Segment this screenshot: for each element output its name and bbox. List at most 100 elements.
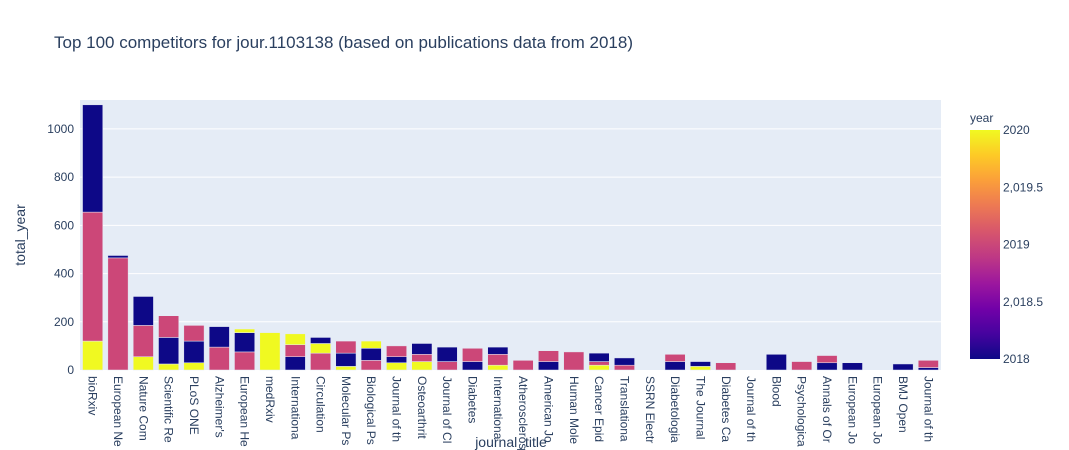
- bar-segment: [487, 346, 509, 355]
- x-tick-label: Journal of Cl: [440, 376, 454, 443]
- bar-segment: [107, 255, 129, 259]
- gridlines: [80, 128, 941, 323]
- bar-segment: [208, 346, 230, 371]
- colorbar-tick-label: 2,019.5: [1003, 180, 1043, 194]
- x-tick-label: European Jo: [871, 376, 885, 444]
- x-tick-label: medRxiv: [263, 376, 277, 423]
- colorbar-gradient: [970, 130, 1000, 359]
- bar-segment: [664, 354, 686, 362]
- bar-segment: [208, 326, 230, 348]
- bar-segment: [892, 363, 914, 371]
- x-tick-label: SSRN Electr: [643, 376, 657, 443]
- bar-segment: [82, 104, 104, 213]
- bar-segment: [436, 346, 458, 362]
- x-tick-label: Annals of Or: [820, 376, 834, 443]
- x-tick-label: Diabetes Ca: [719, 376, 733, 442]
- x-tick-label: Atheroscleros: [516, 376, 530, 449]
- x-tick-label: American Jo: [541, 376, 555, 443]
- x-tick-label: bioRxiv: [86, 376, 100, 415]
- bar-segment: [360, 360, 382, 371]
- x-tick-label: Molecular Ps: [339, 376, 353, 445]
- bar-segment: [284, 333, 306, 345]
- bar-segment: [82, 340, 104, 371]
- bar-segment: [614, 364, 635, 371]
- x-tick-label: PLoS ONE: [187, 376, 201, 435]
- bar-segment: [158, 363, 180, 371]
- bar-segment: [310, 337, 331, 344]
- colorbar-title: year: [970, 111, 993, 125]
- x-tick-label: Cancer Epid: [592, 376, 606, 442]
- y-tick-label: 400: [54, 267, 74, 281]
- y-tick-label: 200: [54, 315, 74, 329]
- bar-segment: [462, 361, 483, 371]
- x-tick-label: Translationa: [617, 376, 631, 442]
- bar-segment: [917, 367, 939, 371]
- x-tick-label: Internationa: [491, 376, 505, 440]
- x-tick-label: Biological Ps: [364, 376, 378, 445]
- bar-segment: [411, 361, 433, 371]
- bar-segment: [158, 315, 180, 338]
- bar-segment: [588, 361, 610, 366]
- x-tick-label: Alzheimer's: [212, 376, 226, 438]
- bar-segment: [917, 360, 939, 368]
- x-tick-label: Circulation: [314, 376, 328, 433]
- y-tick-label: 800: [54, 170, 74, 184]
- bar-segment: [360, 348, 382, 361]
- bar-segment: [107, 257, 129, 371]
- bar-segment: [588, 352, 610, 362]
- x-tick-label: Diabetologia: [668, 376, 682, 443]
- bar-segment: [386, 356, 407, 364]
- x-axis-ticks: bioRxiv European Ne Nature Com Scientific R…: [86, 376, 936, 449]
- x-tick-label: Diabetes: [466, 376, 480, 423]
- bar-segment: [512, 360, 534, 371]
- bar-segment: [183, 362, 205, 371]
- bar-segment: [563, 351, 585, 371]
- bar-segment: [335, 366, 357, 371]
- y-axis-title: total_year: [12, 204, 28, 266]
- bar-segment: [360, 340, 382, 349]
- bar-segment: [690, 361, 711, 367]
- bar-segment: [132, 356, 154, 371]
- colorbar-tick-label: 2,018.5: [1003, 295, 1043, 309]
- bar-segment: [538, 361, 559, 371]
- colorbar-tick-label: 2020: [1003, 123, 1030, 137]
- bar-segment: [284, 356, 306, 371]
- bar-segment: [538, 350, 559, 362]
- bar-segment: [766, 354, 787, 371]
- bar-segment: [816, 355, 838, 364]
- y-tick-label: 0: [67, 363, 74, 377]
- bar-segment: [841, 362, 863, 371]
- x-tick-label: BMJ Open: [896, 376, 910, 433]
- colorbar-tick-label: 2018: [1003, 352, 1030, 366]
- bar-segment: [82, 211, 104, 342]
- bar-segment: [310, 343, 331, 354]
- bar-segment: [335, 352, 357, 367]
- bar-segment: [690, 366, 711, 371]
- bar-segment: [436, 361, 458, 371]
- x-tick-label: Blood: [769, 376, 783, 407]
- colorbar: year 2020 2,019.5 2019 2,018.5 2018: [970, 111, 1043, 366]
- x-tick-label: Journal of th: [744, 376, 758, 442]
- x-tick-label: Scientific Re: [162, 376, 176, 443]
- x-tick-label: Journal of th: [390, 376, 404, 442]
- bar-segment: [816, 362, 838, 371]
- bar-segment: [234, 351, 255, 371]
- bar-segment: [158, 337, 180, 365]
- x-tick-label: Journal of th: [921, 376, 935, 442]
- plot-area: [80, 100, 941, 370]
- bar-segment: [259, 332, 281, 371]
- x-tick-label: The Journal: [693, 376, 707, 439]
- bar-segment: [664, 361, 686, 371]
- bar-segment: [183, 340, 205, 364]
- bar-segment: [487, 364, 509, 371]
- x-tick-label: European Jo: [845, 376, 859, 444]
- bar-segment: [386, 362, 407, 371]
- y-tick-label: 1000: [47, 122, 74, 136]
- x-tick-label: Nature Com: [136, 376, 150, 441]
- bar-segment: [462, 348, 483, 362]
- bar-segment: [310, 352, 331, 371]
- x-tick-label: European Ne: [111, 376, 125, 447]
- x-tick-label: Osteoarthrit: [415, 376, 429, 439]
- y-axis-ticks: 0 200 400 600 800 1000: [47, 122, 74, 377]
- bar-segment: [335, 340, 357, 354]
